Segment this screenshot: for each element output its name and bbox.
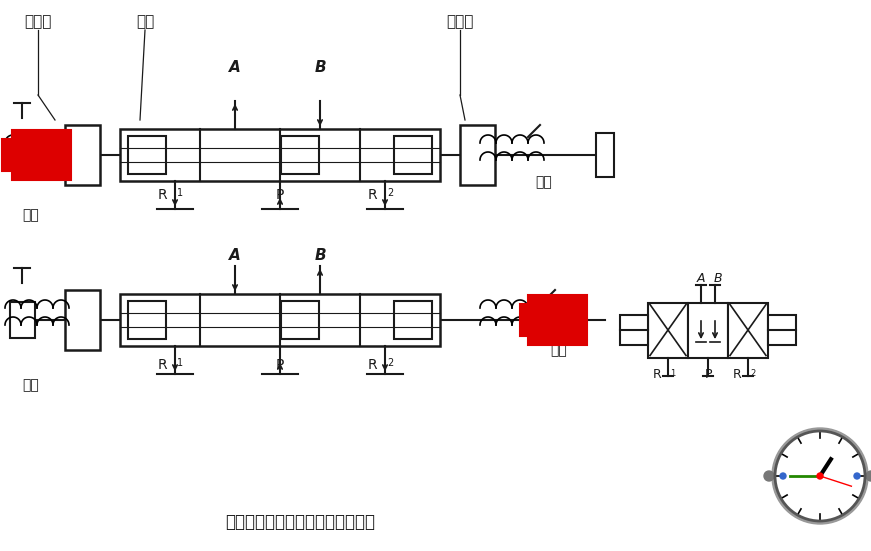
Text: 电磁铁: 电磁铁: [24, 14, 51, 30]
Text: B: B: [713, 272, 722, 284]
Text: P: P: [276, 188, 284, 202]
Text: B: B: [314, 247, 326, 262]
Bar: [281, 301, 319, 339]
Bar: [648, 302, 688, 358]
Text: R: R: [158, 358, 167, 372]
Text: 2: 2: [387, 188, 393, 198]
Circle shape: [764, 471, 774, 481]
Bar: [65, 125, 100, 185]
Text: 电磁铁: 电磁铁: [446, 14, 474, 30]
Text: A: A: [697, 272, 706, 284]
Bar: [128, 301, 166, 339]
Text: 1: 1: [670, 369, 675, 378]
Text: P: P: [276, 358, 284, 372]
Bar: [394, 301, 432, 339]
Bar: [10, 302, 35, 338]
Text: 1: 1: [177, 188, 183, 198]
Bar: [281, 136, 319, 174]
Bar: [65, 290, 100, 350]
Bar: [12, 130, 71, 180]
Text: R: R: [368, 358, 377, 372]
Bar: [520, 304, 581, 336]
Bar: [768, 315, 796, 345]
Text: R: R: [368, 188, 377, 202]
Bar: [528, 295, 587, 345]
Text: R: R: [158, 188, 167, 202]
Text: 1: 1: [177, 358, 183, 368]
Text: 2: 2: [387, 358, 393, 368]
Bar: [620, 315, 648, 345]
Bar: [728, 302, 768, 358]
Text: P: P: [705, 369, 712, 381]
Text: B: B: [314, 61, 326, 75]
Text: 2: 2: [750, 369, 755, 378]
Text: 断电: 断电: [22, 378, 38, 392]
Bar: [2, 139, 63, 171]
Bar: [688, 302, 728, 358]
Text: A: A: [229, 61, 241, 75]
Text: 断电: 断电: [535, 175, 551, 189]
Bar: [120, 294, 440, 346]
Text: R: R: [652, 369, 661, 381]
Circle shape: [817, 473, 823, 479]
Bar: [394, 136, 432, 174]
Bar: [596, 133, 614, 177]
Text: A: A: [229, 247, 241, 262]
Text: R: R: [733, 369, 741, 381]
Circle shape: [866, 471, 871, 481]
Text: 通电: 通电: [22, 208, 38, 222]
Text: 阀芯: 阀芯: [136, 14, 154, 30]
Circle shape: [775, 431, 865, 521]
Text: 双电控直动式电磁阀的动作原理图: 双电控直动式电磁阀的动作原理图: [225, 513, 375, 531]
Circle shape: [780, 473, 786, 479]
Bar: [128, 136, 166, 174]
Bar: [120, 129, 440, 181]
Circle shape: [772, 428, 868, 524]
Circle shape: [854, 473, 860, 479]
Bar: [460, 125, 495, 185]
Text: 通电: 通电: [550, 343, 567, 357]
